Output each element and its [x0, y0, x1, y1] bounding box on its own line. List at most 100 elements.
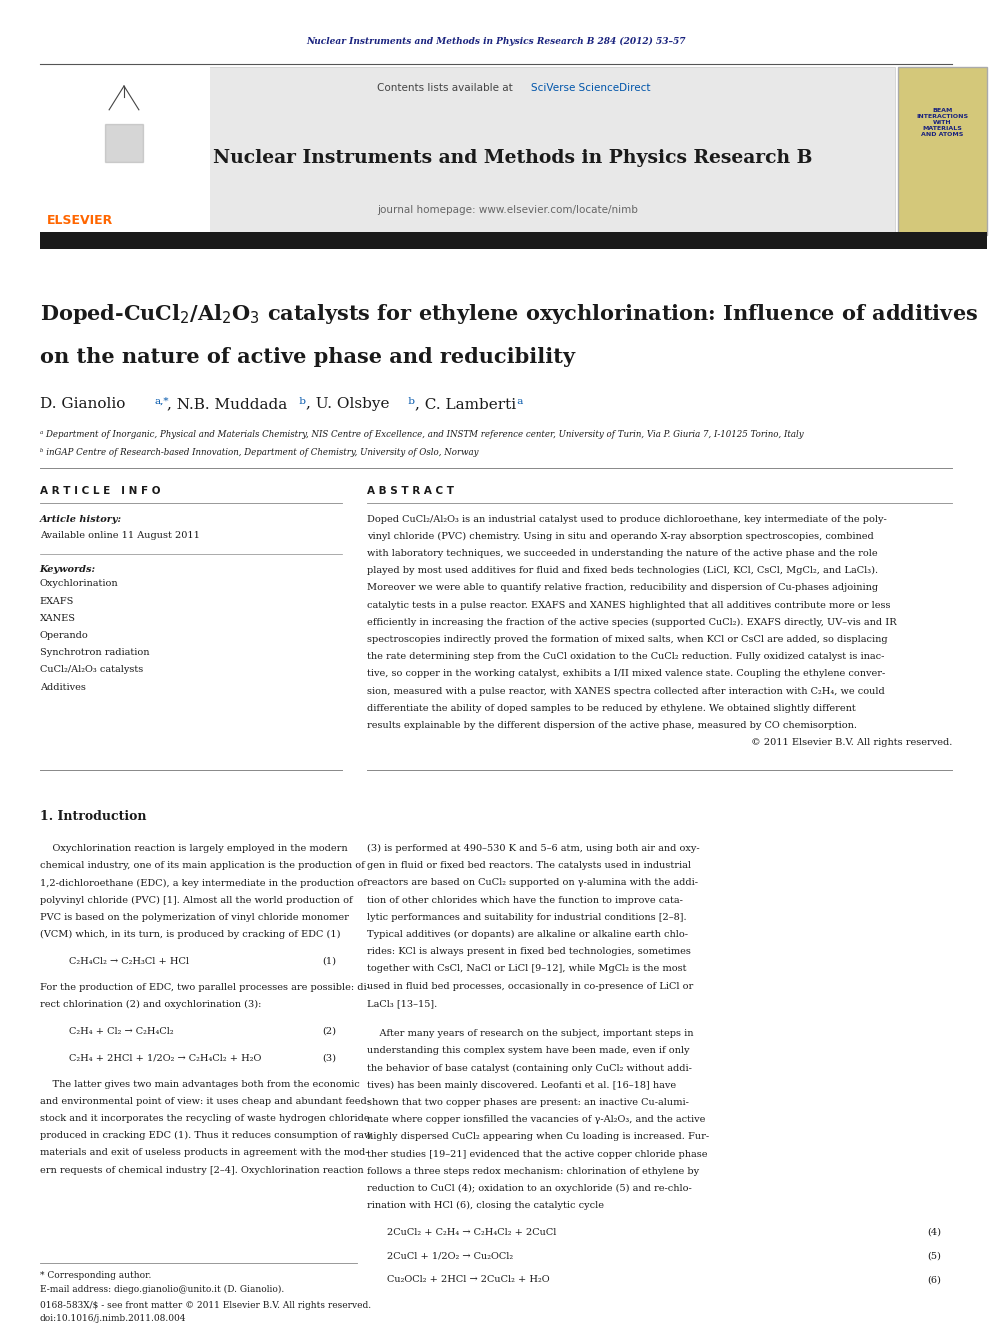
Text: The latter gives two main advantages both from the economic: The latter gives two main advantages bot…	[40, 1080, 359, 1089]
Text: doi:10.1016/j.nimb.2011.08.004: doi:10.1016/j.nimb.2011.08.004	[40, 1314, 186, 1323]
Text: and environmental point of view: it uses cheap and abundant feed-: and environmental point of view: it uses…	[40, 1097, 370, 1106]
Text: ther studies [19–21] evidenced that the active copper chloride phase: ther studies [19–21] evidenced that the …	[367, 1150, 707, 1159]
Text: reduction to CuCl (4); oxidation to an oxychloride (5) and re-chlo-: reduction to CuCl (4); oxidation to an o…	[367, 1184, 691, 1193]
Bar	[40, 232, 987, 249]
Text: a,*: a,*	[155, 397, 170, 406]
Text: stock and it incorporates the recycling of waste hydrogen chloride: stock and it incorporates the recycling …	[40, 1114, 369, 1123]
Text: results explainable by the different dispersion of the active phase, measured by: results explainable by the different dis…	[367, 721, 857, 730]
Text: Synchrotron radiation: Synchrotron radiation	[40, 648, 149, 658]
Text: ᵇ inGAP Centre of Research-based Innovation, Department of Chemistry, University: ᵇ inGAP Centre of Research-based Innovat…	[40, 448, 478, 458]
Text: C₂H₄ + Cl₂ → C₂H₄Cl₂: C₂H₄ + Cl₂ → C₂H₄Cl₂	[69, 1027, 174, 1036]
Text: * Corresponding author.: * Corresponding author.	[40, 1271, 151, 1281]
Text: understanding this complex system have been made, even if only: understanding this complex system have b…	[367, 1046, 689, 1056]
Text: PVC is based on the polymerization of vinyl chloride monomer: PVC is based on the polymerization of vi…	[40, 913, 348, 922]
Text: follows a three steps redox mechanism: chlorination of ethylene by: follows a three steps redox mechanism: c…	[367, 1167, 699, 1176]
Text: , U. Olsbye: , U. Olsbye	[306, 397, 389, 411]
Text: 1,2-dichloroethane (EDC), a key intermediate in the production of: 1,2-dichloroethane (EDC), a key intermed…	[40, 878, 366, 888]
Text: C₂H₄Cl₂ → C₂H₃Cl + HCl: C₂H₄Cl₂ → C₂H₃Cl + HCl	[69, 957, 189, 966]
Text: 2CuCl₂ + C₂H₄ → C₂H₄Cl₂ + 2CuCl: 2CuCl₂ + C₂H₄ → C₂H₄Cl₂ + 2CuCl	[387, 1228, 557, 1237]
Text: together with CsCl, NaCl or LiCl [9–12], while MgCl₂ is the most: together with CsCl, NaCl or LiCl [9–12],…	[367, 964, 686, 974]
Text: , C. Lamberti: , C. Lamberti	[415, 397, 516, 411]
Text: sion, measured with a pulse reactor, with XANES spectra collected after interact: sion, measured with a pulse reactor, wit…	[367, 687, 885, 696]
Text: (3): (3)	[322, 1053, 336, 1062]
Text: 0168-583X/$ - see front matter © 2011 Elsevier B.V. All rights reserved.: 0168-583X/$ - see front matter © 2011 El…	[40, 1301, 371, 1310]
Text: differentiate the ability of doped samples to be reduced by ethylene. We obtaine: differentiate the ability of doped sampl…	[367, 704, 856, 713]
Text: Cu₂OCl₂ + 2HCl → 2CuCl₂ + H₂O: Cu₂OCl₂ + 2HCl → 2CuCl₂ + H₂O	[387, 1275, 550, 1285]
Text: C₂H₄ + 2HCl + 1/2O₂ → C₂H₄Cl₂ + H₂O: C₂H₄ + 2HCl + 1/2O₂ → C₂H₄Cl₂ + H₂O	[69, 1053, 262, 1062]
Bar	[898, 67, 987, 235]
Text: (3) is performed at 490–530 K and 5–6 atm, using both air and oxy-: (3) is performed at 490–530 K and 5–6 at…	[367, 844, 699, 853]
Text: © 2011 Elsevier B.V. All rights reserved.: © 2011 Elsevier B.V. All rights reserved…	[751, 738, 952, 747]
Text: XANES: XANES	[40, 614, 75, 623]
Text: rides: KCl is always present in fixed bed technologies, sometimes: rides: KCl is always present in fixed be…	[367, 947, 690, 957]
Text: EXAFS: EXAFS	[40, 597, 74, 606]
Text: produced in cracking EDC (1). Thus it reduces consumption of raw: produced in cracking EDC (1). Thus it re…	[40, 1131, 372, 1140]
Text: Additives: Additives	[40, 683, 85, 692]
Text: nate where copper ionsfilled the vacancies of γ-Al₂O₃, and the active: nate where copper ionsfilled the vacanci…	[367, 1115, 705, 1125]
Text: efficiently in increasing the fraction of the active species (supported CuCl₂). : efficiently in increasing the fraction o…	[367, 618, 897, 627]
Text: For the production of EDC, two parallel processes are possible: di-: For the production of EDC, two parallel …	[40, 983, 370, 992]
Text: with laboratory techniques, we succeeded in understanding the nature of the acti: with laboratory techniques, we succeeded…	[367, 549, 878, 558]
Text: (5): (5)	[928, 1252, 941, 1261]
Text: BEAM
INTERACTIONS
WITH
MATERIALS
AND ATOMS: BEAM INTERACTIONS WITH MATERIALS AND ATO…	[917, 108, 968, 136]
Text: tion of other chlorides which have the function to improve cata-: tion of other chlorides which have the f…	[367, 896, 682, 905]
Text: SciVerse ScienceDirect: SciVerse ScienceDirect	[531, 83, 650, 94]
Text: b: b	[405, 397, 415, 406]
Text: CuCl₂/Al₂O₃ catalysts: CuCl₂/Al₂O₃ catalysts	[40, 665, 143, 675]
Text: used in fluid bed processes, occasionally in co-presence of LiCl or: used in fluid bed processes, occasionall…	[367, 982, 693, 991]
Text: highly dispersed CuCl₂ appearing when Cu loading is increased. Fur-: highly dispersed CuCl₂ appearing when Cu…	[367, 1132, 709, 1142]
Text: reactors are based on CuCl₂ supported on γ-alumina with the addi-: reactors are based on CuCl₂ supported on…	[367, 878, 698, 888]
Text: ᵃ Department of Inorganic, Physical and Materials Chemistry, NIS Centre of Excel: ᵃ Department of Inorganic, Physical and …	[40, 430, 804, 439]
Text: chemical industry, one of its main application is the production of: chemical industry, one of its main appli…	[40, 861, 364, 871]
Text: gen in fluid or fixed bed reactors. The catalysts used in industrial: gen in fluid or fixed bed reactors. The …	[367, 861, 691, 871]
Text: Doped CuCl₂/Al₂O₃ is an industrial catalyst used to produce dichloroethane, key : Doped CuCl₂/Al₂O₃ is an industrial catal…	[367, 515, 887, 524]
Bar	[40, 67, 895, 235]
Text: polyvinyl chloride (PVC) [1]. Almost all the world production of: polyvinyl chloride (PVC) [1]. Almost all…	[40, 896, 352, 905]
Text: Moreover we were able to quantify relative fraction, reducibility and dispersion: Moreover we were able to quantify relati…	[367, 583, 878, 593]
Text: , N.B. Muddada: , N.B. Muddada	[167, 397, 287, 411]
Text: A B S T R A C T: A B S T R A C T	[367, 486, 454, 496]
Text: a: a	[514, 397, 523, 406]
Text: materials and exit of useless products in agreement with the mod-: materials and exit of useless products i…	[40, 1148, 368, 1158]
Text: After many years of research on the subject, important steps in: After many years of research on the subj…	[367, 1029, 693, 1039]
Text: Available online 11 August 2011: Available online 11 August 2011	[40, 531, 199, 540]
Text: lytic performances and suitability for industrial conditions [2–8].: lytic performances and suitability for i…	[367, 913, 686, 922]
Text: Nuclear Instruments and Methods in Physics Research B: Nuclear Instruments and Methods in Physi…	[213, 149, 812, 168]
Text: ELSEVIER: ELSEVIER	[47, 214, 113, 228]
Text: journal homepage: www.elsevier.com/locate/nimb: journal homepage: www.elsevier.com/locat…	[377, 205, 638, 216]
Bar	[40, 67, 210, 235]
Text: tives) has been mainly discovered. Leofanti et al. [16–18] have: tives) has been mainly discovered. Leofa…	[367, 1081, 677, 1090]
Text: Article history:: Article history:	[40, 515, 122, 524]
Text: (1): (1)	[322, 957, 336, 966]
Text: tive, so copper in the working catalyst, exhibits a I/II mixed valence state. Co: tive, so copper in the working catalyst,…	[367, 669, 885, 679]
Text: Typical additives (or dopants) are alkaline or alkaline earth chlo-: Typical additives (or dopants) are alkal…	[367, 930, 688, 939]
Text: 2CuCl + 1/2O₂ → Cu₂OCl₂: 2CuCl + 1/2O₂ → Cu₂OCl₂	[387, 1252, 513, 1261]
Text: Nuclear Instruments and Methods in Physics Research B 284 (2012) 53–57: Nuclear Instruments and Methods in Physi…	[307, 37, 685, 46]
Text: played by most used additives for fluid and fixed beds technologies (LiCl, KCl, : played by most used additives for fluid …	[367, 566, 878, 576]
Text: (2): (2)	[322, 1027, 336, 1036]
Text: rect chlorination (2) and oxychlorination (3):: rect chlorination (2) and oxychlorinatio…	[40, 1000, 261, 1009]
Text: LaCl₃ [13–15].: LaCl₃ [13–15].	[367, 999, 437, 1008]
Text: E-mail address: diego.gianolio@unito.it (D. Gianolio).: E-mail address: diego.gianolio@unito.it …	[40, 1285, 284, 1294]
Text: A R T I C L E   I N F O: A R T I C L E I N F O	[40, 486, 160, 496]
Text: Keywords:: Keywords:	[40, 565, 96, 574]
Text: vinyl chloride (PVC) chemistry. Using in situ and operando X-ray absorption spec: vinyl chloride (PVC) chemistry. Using in…	[367, 532, 874, 541]
Text: Operando: Operando	[40, 631, 88, 640]
Text: the behavior of base catalyst (containing only CuCl₂ without addi-: the behavior of base catalyst (containin…	[367, 1064, 691, 1073]
Text: shown that two copper phases are present: an inactive Cu-alumi-: shown that two copper phases are present…	[367, 1098, 688, 1107]
Text: (VCM) which, in its turn, is produced by cracking of EDC (1): (VCM) which, in its turn, is produced by…	[40, 930, 340, 939]
Text: ern requests of chemical industry [2–4]. Oxychlorination reaction: ern requests of chemical industry [2–4].…	[40, 1166, 363, 1175]
Text: rination with HCl (6), closing the catalytic cycle: rination with HCl (6), closing the catal…	[367, 1201, 604, 1211]
Text: D. Gianolio: D. Gianolio	[40, 397, 125, 411]
Text: b: b	[296, 397, 306, 406]
Text: Doped-CuCl$_2$/Al$_2$O$_3$ catalysts for ethylene oxychlorination: Influence of : Doped-CuCl$_2$/Al$_2$O$_3$ catalysts for…	[40, 302, 978, 325]
Text: Oxychlorination reaction is largely employed in the modern: Oxychlorination reaction is largely empl…	[40, 844, 347, 853]
Text: on the nature of active phase and reducibility: on the nature of active phase and reduci…	[40, 347, 574, 366]
Text: the rate determining step from the CuCl oxidation to the CuCl₂ reduction. Fully : the rate determining step from the CuCl …	[367, 652, 885, 662]
Text: catalytic tests in a pulse reactor. EXAFS and XANES highlighted that all additiv: catalytic tests in a pulse reactor. EXAF…	[367, 601, 891, 610]
Text: (4): (4)	[928, 1228, 941, 1237]
Text: Oxychlorination: Oxychlorination	[40, 579, 118, 589]
Text: Contents lists available at: Contents lists available at	[377, 83, 516, 94]
Text: (6): (6)	[928, 1275, 941, 1285]
Text: spectroscopies indirectly proved the formation of mixed salts, when KCl or CsCl : spectroscopies indirectly proved the for…	[367, 635, 888, 644]
